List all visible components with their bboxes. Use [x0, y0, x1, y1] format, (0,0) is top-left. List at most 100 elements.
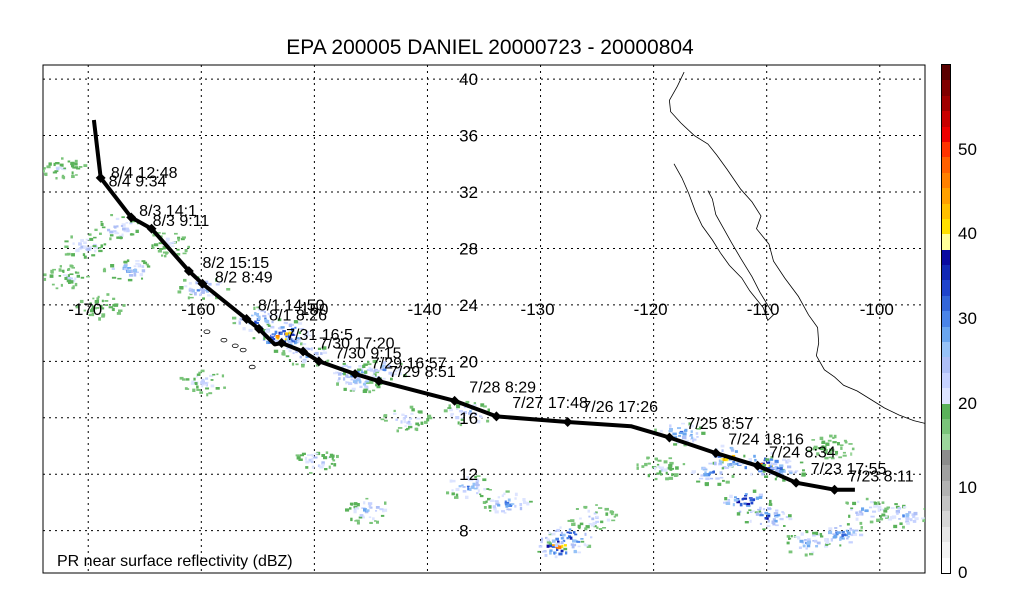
precip-pixel — [566, 531, 571, 534]
precip-pixel — [492, 505, 496, 509]
precip-cell — [94, 214, 140, 241]
precip-cell — [380, 405, 433, 433]
precip-pixel — [723, 501, 728, 504]
precip-pixel — [317, 347, 322, 350]
precip-pixel — [104, 300, 109, 302]
precip-pixel — [785, 516, 789, 519]
precip-cell — [482, 490, 533, 514]
precip-pixel — [551, 539, 556, 543]
precip-pixel — [636, 466, 639, 470]
precip-pixel — [210, 379, 214, 381]
precip-pixel — [761, 473, 765, 476]
precip-pixel — [476, 475, 481, 477]
precip-pixel — [118, 234, 124, 238]
precip-pixel — [199, 391, 204, 394]
precip-pixel — [91, 308, 95, 310]
precip-pixel — [788, 550, 793, 554]
precip-pixel — [768, 459, 771, 464]
precip-pixel — [695, 432, 699, 435]
colorbar-swatch — [942, 418, 950, 435]
precip-pixel — [734, 462, 738, 465]
precip-pixel — [764, 511, 769, 515]
precip-pixel — [288, 323, 293, 327]
precip-pixel — [198, 371, 202, 374]
coastline-north-america — [668, 71, 925, 424]
precip-pixel — [284, 338, 287, 341]
precip-pixel — [846, 537, 849, 540]
precip-pixel — [295, 337, 300, 340]
precip-pixel — [507, 503, 510, 507]
lon-tick-label: -170 — [68, 300, 102, 319]
precip-pixel — [291, 362, 295, 366]
precip-pixel — [108, 306, 114, 309]
precip-pixel — [654, 428, 657, 432]
precip-pixel — [472, 404, 477, 407]
track-point-marker — [276, 338, 287, 348]
precip-pixel — [181, 236, 186, 239]
colorbar-swatch — [942, 172, 950, 189]
precip-pixel — [151, 247, 155, 249]
precip-pixel — [191, 289, 195, 293]
precip-pixel — [295, 363, 299, 366]
precip-pixel — [495, 502, 500, 506]
precip-pixel — [681, 422, 686, 425]
colorbar-swatch — [942, 388, 950, 404]
precip-pixel — [613, 515, 616, 518]
precip-pixel — [156, 232, 161, 234]
colorbar-tick-label: 20 — [958, 393, 977, 413]
precip-pixel — [74, 159, 78, 163]
precip-pixel — [570, 519, 575, 523]
precip-pixel — [403, 416, 406, 420]
precip-pixel — [88, 313, 92, 317]
precip-pixel — [368, 366, 372, 370]
precip-pixel — [106, 293, 110, 296]
precip-pixel — [834, 527, 838, 529]
precip-pixel — [356, 503, 360, 507]
precip-pixel — [306, 332, 309, 336]
precip-pixel — [770, 452, 773, 455]
precip-pixel — [62, 177, 65, 180]
precip-pixel — [83, 255, 87, 259]
precip-pixel — [847, 535, 850, 538]
precip-pixel — [475, 480, 479, 484]
precip-pixel — [196, 385, 199, 389]
precip-pixel — [869, 506, 873, 509]
precip-pixel — [830, 538, 834, 542]
precip-pixel — [908, 511, 912, 514]
precip-pixel — [493, 507, 497, 511]
precip-pixel — [232, 322, 237, 325]
colorbar-swatch — [942, 203, 950, 219]
precip-pixel — [406, 421, 411, 425]
precip-pixel — [78, 166, 83, 168]
precip-pixel — [759, 506, 762, 510]
precip-pixel — [52, 268, 56, 271]
precip-pixel — [819, 436, 824, 441]
precip-pixel — [343, 377, 346, 381]
precip-pixel — [873, 502, 878, 505]
precip-pixel — [115, 217, 120, 221]
precip-pixel — [293, 320, 298, 323]
track-time-label: 8/3 14:1 — [139, 203, 197, 220]
precip-cell — [845, 497, 890, 525]
precip-pixel — [494, 500, 499, 503]
precip-pixel — [710, 471, 714, 474]
precip-pixel — [869, 501, 874, 504]
precip-pixel — [840, 446, 843, 450]
precip-pixel — [165, 237, 169, 242]
precip-cell — [43, 264, 90, 290]
precip-pixel — [89, 309, 94, 313]
precip-pixel — [896, 512, 899, 515]
precip-pixel — [97, 295, 100, 299]
precip-pixel — [184, 387, 188, 390]
precip-pixel — [767, 508, 772, 510]
precip-pixel — [291, 330, 295, 333]
precip-pixel — [854, 532, 858, 537]
precip-pixel — [152, 233, 156, 237]
track-time-label: 8/3 9:11 — [153, 213, 210, 230]
precip-pixel — [595, 520, 600, 523]
precip-pixel — [404, 425, 407, 427]
precip-pixel — [404, 415, 408, 418]
precip-pixel — [127, 278, 133, 282]
precip-pixel — [514, 497, 517, 500]
precip-pixel — [770, 462, 773, 466]
